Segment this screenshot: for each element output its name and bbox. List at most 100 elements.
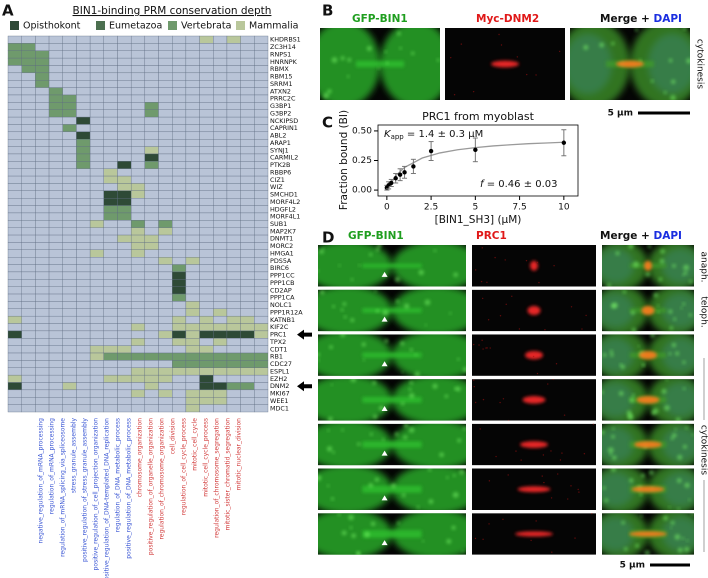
heat-cell	[172, 80, 187, 88]
midbody	[525, 350, 543, 360]
heat-cell	[240, 352, 255, 361]
row-label: CARMIL2	[270, 154, 298, 162]
heat-cell	[21, 131, 36, 140]
heat-cell	[62, 227, 77, 236]
heat-cell	[199, 308, 214, 317]
heat-cell	[7, 94, 22, 103]
heat-cell	[226, 175, 241, 184]
heat-cell	[254, 175, 269, 184]
heat-cell	[254, 404, 269, 413]
speckle	[400, 341, 405, 346]
heat-cell	[226, 190, 241, 199]
heat-cell	[21, 175, 36, 184]
row-label: CD2AP	[270, 286, 292, 294]
heat-cell	[103, 220, 118, 228]
heat-cell	[213, 183, 228, 191]
heat-cell	[103, 153, 118, 162]
heat-cell	[7, 264, 22, 273]
heat-cell	[172, 315, 187, 324]
heat-cell	[213, 161, 228, 169]
heat-cell	[76, 234, 91, 243]
micrograph-content	[602, 289, 694, 332]
heat-cell	[199, 242, 214, 250]
row-label: CAPRIN1	[270, 124, 298, 132]
heat-cell	[130, 389, 146, 398]
micrograph	[445, 28, 565, 100]
heat-cell	[21, 264, 36, 273]
heat-cell	[62, 94, 77, 103]
heat-cell	[226, 352, 241, 361]
heat-cell	[62, 109, 77, 118]
heat-cell	[172, 257, 187, 265]
heat-cell	[144, 338, 159, 346]
heat-cell	[158, 80, 173, 88]
heat-cell	[199, 212, 214, 221]
row-label: SRRM1	[270, 80, 293, 88]
heat-cell	[144, 397, 159, 405]
heat-cell	[62, 301, 77, 309]
heat-cell	[62, 124, 77, 133]
heat-cell	[158, 338, 173, 346]
speckle	[610, 468, 617, 472]
heat-cell	[76, 50, 91, 59]
heat-cell	[240, 168, 255, 177]
speckle	[370, 521, 376, 527]
speckle	[602, 353, 607, 357]
heat-cell	[226, 153, 241, 162]
heat-cell	[48, 153, 63, 162]
heat-cell	[185, 264, 200, 273]
heat-cell	[62, 43, 77, 51]
speckle	[350, 318, 355, 323]
heat-cell	[7, 397, 22, 405]
heat-cell	[213, 131, 228, 140]
heat-cell	[21, 374, 36, 383]
heat-cell	[185, 382, 200, 391]
speckle	[672, 263, 676, 268]
heat-cell	[89, 330, 104, 339]
speckle	[602, 390, 604, 394]
micrograph-content	[602, 468, 694, 510]
heat-cell	[240, 183, 255, 191]
midbody	[527, 305, 541, 316]
heat-cell	[130, 234, 146, 243]
heat-cell	[185, 50, 200, 59]
bridge	[362, 485, 422, 493]
heat-cell	[7, 234, 22, 243]
cell-body	[318, 379, 392, 421]
heat-cell	[21, 139, 36, 147]
cell-body	[602, 468, 648, 510]
heat-cell	[172, 109, 187, 118]
heat-cell	[35, 116, 50, 125]
heat-cell	[117, 50, 132, 59]
speckle	[361, 342, 366, 347]
row-label: CDC27	[270, 360, 292, 368]
cell-body	[602, 423, 648, 466]
micrograph-content	[602, 423, 694, 466]
legend-swatch	[236, 21, 245, 30]
heat-cell	[48, 102, 63, 110]
heat-cell	[62, 168, 77, 177]
speckle	[369, 252, 373, 257]
heat-cell	[48, 374, 63, 383]
annotation-part: f	[480, 179, 485, 190]
heat-cell	[48, 131, 63, 140]
heat-cell	[21, 382, 36, 391]
heat-cell	[35, 308, 50, 317]
speckle	[637, 345, 640, 348]
speckle	[663, 515, 669, 521]
speckle	[462, 367, 466, 373]
heat-cell	[76, 367, 91, 376]
fit-line	[386, 141, 564, 191]
heat-cell	[48, 205, 63, 214]
heat-cell	[240, 109, 255, 118]
heat-cell	[144, 43, 159, 51]
heat-cell	[35, 102, 50, 110]
heat-cell	[76, 57, 91, 66]
y-axis-label: Fraction bound (BI)	[338, 110, 350, 210]
heat-cell	[117, 352, 132, 361]
cell-body	[392, 289, 466, 332]
heat-cell	[185, 374, 200, 383]
heat-cell	[254, 168, 269, 177]
heat-cell	[185, 146, 200, 155]
heat-cell	[130, 146, 146, 155]
